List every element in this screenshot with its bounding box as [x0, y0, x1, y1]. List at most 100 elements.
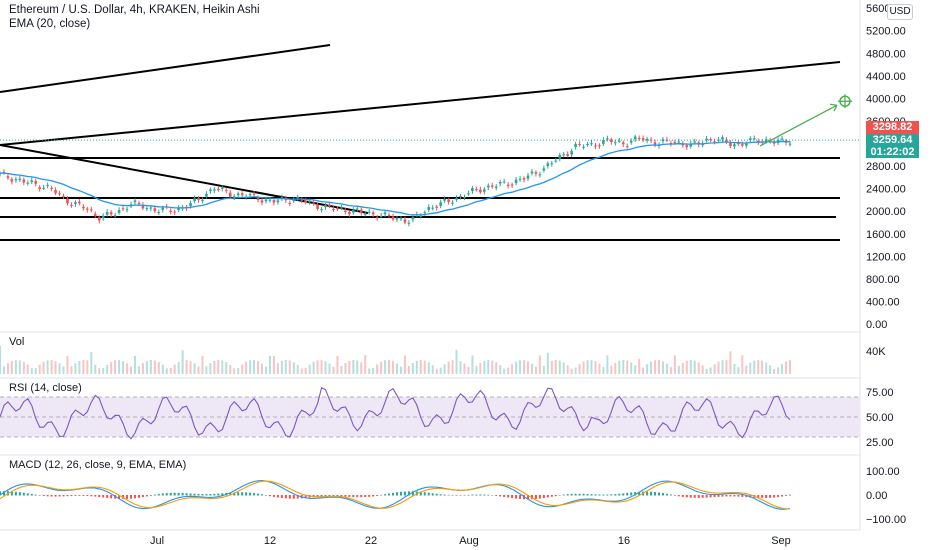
candle-body [606, 138, 609, 140]
volume-bar [34, 368, 37, 374]
trend-line [0, 44, 331, 93]
volume-bar [253, 360, 256, 374]
price-axis[interactable]: 0.00 400.00 800.00 1200.00 1600.00 2000.00 240… [866, 3, 906, 526]
rsi-label[interactable]: RSI (14, close) [9, 382, 82, 394]
macd-histogram-bar [368, 495, 371, 497]
vol-label[interactable]: Vol [9, 336, 25, 348]
volume-bar [320, 360, 323, 374]
macd-histogram-bar [455, 495, 458, 496]
volume-bar [332, 366, 335, 374]
volume-bar [213, 360, 216, 374]
volume-bar [98, 368, 101, 374]
macd-histogram-bar [149, 495, 152, 496]
macd-histogram-bar [356, 495, 359, 498]
volume-bar [70, 366, 73, 374]
candle-body [2, 171, 6, 173]
macd-histogram-bar [70, 495, 73, 497]
candle-body [22, 179, 26, 183]
candle-body [427, 206, 431, 210]
candle-body [86, 208, 89, 210]
candle-body [324, 205, 327, 207]
macd-histogram-bar [399, 491, 402, 496]
macd-label[interactable]: MACD (12, 26, close, 9, EMA, EMA) [9, 459, 187, 471]
candle-body [193, 198, 196, 202]
macd-histogram-bar [221, 493, 224, 496]
candle-body [534, 172, 538, 174]
volume-bar [209, 363, 212, 374]
volume-bar [725, 360, 728, 374]
volume-bar [141, 363, 144, 374]
macd-histogram-bar [229, 492, 232, 496]
volume-bar [328, 363, 331, 374]
macd-histogram-bar [237, 492, 240, 496]
volume-bar [530, 363, 533, 374]
candle-body [240, 193, 244, 196]
candle-body [780, 138, 784, 140]
volume-bar [463, 363, 466, 374]
macd-histogram-bar [562, 494, 565, 496]
candle-body [764, 139, 768, 142]
volume-bar [288, 360, 291, 374]
time-axis[interactable]: Jul 12 22 Aug 16 Sep [150, 535, 791, 547]
currency-button[interactable]: USD [887, 4, 913, 20]
volume-bar [364, 355, 367, 374]
volume-bar [491, 360, 494, 374]
macd-histogram-bar [90, 495, 93, 497]
macd-histogram-bar [348, 495, 351, 497]
projection-arrow[interactable] [759, 94, 852, 147]
price-tick-label: 4000.00 [866, 93, 906, 105]
macd-histogram-bar [376, 495, 379, 496]
volume-bar [574, 367, 577, 374]
candle-body [292, 199, 296, 202]
macd-histogram-bar [46, 495, 49, 497]
candle-body [232, 196, 236, 198]
macd-histogram-bar [66, 495, 69, 497]
macd-histogram-bar [50, 495, 53, 497]
candle-body [518, 178, 522, 180]
symbol-title[interactable]: Ethereum / U.S. Dollar, 4h, KRAKEN, Heik… [9, 4, 260, 16]
candle-body [538, 174, 542, 176]
candle-body [379, 215, 383, 217]
volume-bar [2, 366, 5, 374]
trend-lines[interactable] [0, 44, 841, 241]
candle-body [248, 194, 252, 196]
volume-bar [729, 351, 732, 374]
volume-bar [733, 363, 736, 374]
volume-bar [257, 361, 260, 374]
volume-bar [701, 365, 704, 374]
macd-histogram-bar [272, 495, 275, 497]
macd-histogram-bar [479, 494, 482, 496]
candle-body [304, 200, 307, 203]
ema-indicator-label[interactable]: EMA (20, close) [9, 18, 91, 30]
candle-body [30, 180, 34, 183]
volume-bar [459, 361, 462, 374]
projection-line [759, 104, 838, 147]
macd-histogram-bar [316, 495, 319, 497]
candle-body [625, 146, 629, 148]
macd-histogram-bar [681, 495, 684, 497]
candle-body [10, 179, 14, 182]
macd-histogram-bar [526, 495, 529, 500]
volume-bar [110, 361, 113, 374]
volume-bar [443, 364, 446, 374]
macd-histogram-bar [447, 494, 450, 496]
macd-histogram-bar [197, 493, 200, 496]
candle-body [633, 136, 637, 140]
candle-body [93, 214, 97, 216]
macd-histogram-bar [74, 495, 77, 496]
candle-body [54, 190, 57, 194]
macd-histogram-bar [42, 495, 45, 497]
volume-bar [407, 366, 410, 374]
candle-body [82, 206, 85, 209]
macd-histogram-bar [217, 493, 220, 496]
macd-histogram-bar [26, 493, 29, 496]
volume-bar [677, 365, 680, 374]
candle-body [451, 202, 454, 204]
macd-histogram-bar [638, 491, 641, 496]
macd-histogram-bar [284, 495, 287, 499]
candle-body [506, 184, 510, 186]
macd-histogram-bar [721, 495, 724, 497]
candle-body [117, 210, 121, 213]
candle-body [276, 200, 280, 203]
candle-body [407, 222, 411, 224]
